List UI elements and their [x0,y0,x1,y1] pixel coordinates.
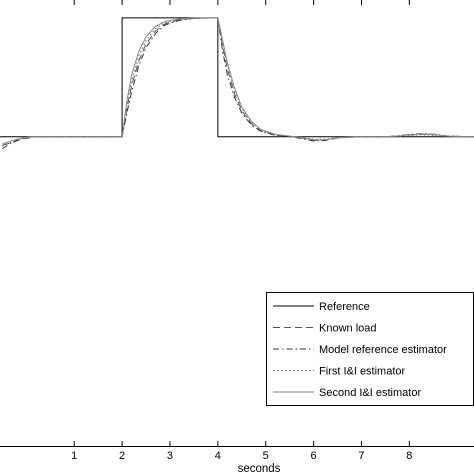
x-tick-label: 7 [358,450,364,462]
x-tick-label: 8 [406,450,412,462]
x-tick-label: 5 [263,450,269,462]
x-tick-label: 4 [215,450,221,462]
legend: Reference Known load Model reference estim… [266,292,474,406]
x-tick-label: 2 [119,450,125,462]
legend-label: Known load [319,323,377,335]
legend-label: Model reference estimator [319,344,447,356]
series-layer [0,17,474,150]
legend-items: Reference Known load Model reference estim… [273,301,447,399]
ticks-layer: 1 2 3 4 5 6 7 8 [71,0,412,462]
series-line-5 [2,17,474,145]
legend-label: Reference [319,301,370,313]
x-tick-label: 3 [167,450,173,462]
legend-label: First I&I estimator [319,366,406,378]
x-axis-label: seconds [238,463,281,474]
legend-label: Second I&I estimator [319,387,421,399]
x-tick-label: 6 [311,450,317,462]
x-tick-label: 1 [71,450,77,462]
